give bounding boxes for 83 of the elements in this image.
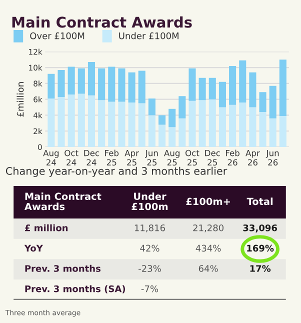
bar <box>118 102 126 147</box>
x-tick-label: Jun 26 <box>266 150 279 166</box>
bar <box>88 62 96 96</box>
bar <box>58 70 65 97</box>
x-tick-label: Aug 25 <box>164 150 180 166</box>
bar <box>178 96 186 118</box>
bar <box>58 96 65 147</box>
legend-label: Over £100M <box>30 32 84 40</box>
bar <box>229 66 236 105</box>
x-tick-label: Feb 25 <box>105 150 119 166</box>
x-tick-label: Dec 25 <box>205 150 220 166</box>
y-axis-title: £million <box>16 82 24 117</box>
x-tick-label: Jun 25 <box>145 150 158 166</box>
bar <box>198 78 206 100</box>
bar <box>168 127 176 147</box>
category-label: Prev. 3 months (SA) <box>25 285 126 294</box>
bar <box>269 86 276 118</box>
bar <box>128 72 136 102</box>
text: 33,096 <box>243 224 278 232</box>
bar <box>138 103 146 147</box>
text: 17% <box>250 265 271 272</box>
x-tick-label: Oct 25 <box>186 150 200 166</box>
text: 21,280 <box>193 224 224 232</box>
bar <box>239 60 246 102</box>
bar <box>118 68 126 102</box>
category-label: Total <box>246 198 273 206</box>
x-tick-label: Apr 25 <box>124 150 139 166</box>
bar <box>229 104 236 147</box>
bar <box>68 66 75 95</box>
bar <box>148 115 156 147</box>
category-label: £100m+ <box>186 198 230 206</box>
x-tick-label: Aug 24 <box>43 150 59 166</box>
bar <box>178 118 186 147</box>
category-label: Main Contract Awards <box>24 192 102 210</box>
x-tick-label: Dec 24 <box>84 150 100 166</box>
text: Change year-on-year and 3 months earlier <box>6 166 228 177</box>
bar <box>279 60 286 116</box>
bar <box>98 100 106 147</box>
x-tick-label: Oct 24 <box>64 150 78 166</box>
text: 64% <box>198 265 218 272</box>
bar <box>158 124 166 147</box>
x-tick-label: Feb 26 <box>226 150 240 166</box>
text: 434% <box>196 244 221 252</box>
bar <box>218 107 226 147</box>
bar <box>78 68 85 94</box>
bar <box>188 68 196 101</box>
bar <box>279 116 286 147</box>
bar <box>198 100 206 147</box>
bar <box>158 115 166 125</box>
text: -7% <box>141 285 158 292</box>
bar <box>108 102 116 147</box>
bar <box>249 72 256 108</box>
bar <box>218 82 226 108</box>
bar <box>148 98 156 116</box>
bar <box>249 107 256 147</box>
bar <box>48 74 55 99</box>
bar <box>138 70 146 104</box>
bar <box>259 112 266 147</box>
text: 169% <box>247 244 274 252</box>
category-label: Under £100m <box>132 192 168 210</box>
bar <box>188 100 196 147</box>
category-label: Prev. 3 months <box>25 264 101 272</box>
legend-label: Under £100M <box>119 32 178 40</box>
bar <box>208 78 216 100</box>
category-label: YoY <box>24 244 43 252</box>
bar <box>128 102 136 147</box>
bar <box>78 94 85 147</box>
bar <box>259 92 266 112</box>
text: 11,816 <box>134 224 165 232</box>
category-label: £ million <box>24 224 68 232</box>
bar <box>48 98 55 147</box>
bar <box>239 102 246 147</box>
text: -23% <box>138 265 161 272</box>
bar <box>208 99 216 147</box>
bar <box>68 94 75 147</box>
bar <box>168 108 176 128</box>
bar <box>98 68 106 100</box>
chart-title: Main Contract Awards <box>12 16 192 28</box>
x-tick-label: Apr 26 <box>246 150 260 166</box>
bar <box>88 95 96 147</box>
bar <box>108 66 116 102</box>
bar <box>269 118 276 147</box>
text: 42% <box>140 244 160 252</box>
